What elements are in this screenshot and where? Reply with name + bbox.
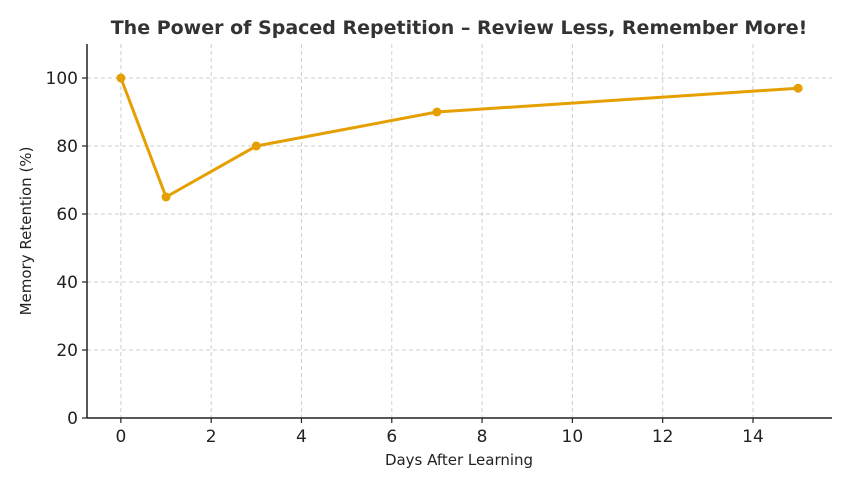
series [116, 73, 803, 202]
y-axis-label: Memory Retention (%) [17, 147, 35, 316]
axes [86, 44, 832, 419]
x-tick-label: 6 [386, 427, 397, 447]
x-axis-label: Days After Learning [385, 451, 533, 469]
retention-line [119, 76, 800, 199]
grid-lines [87, 44, 832, 419]
data-point [116, 73, 126, 83]
y-tick-label: 40 [56, 273, 78, 293]
chart-title: The Power of Spaced Repetition – Review … [111, 17, 808, 39]
y-tick-label: 100 [46, 69, 78, 89]
x-tick-label: 4 [296, 427, 307, 447]
data-point [251, 141, 261, 151]
x-tick-label: 0 [115, 427, 126, 447]
data-point [793, 83, 803, 93]
y-tick-label: 0 [67, 409, 78, 429]
data-point [432, 107, 442, 117]
y-tick-label: 80 [56, 137, 78, 157]
data-point [161, 192, 171, 202]
ticks: 0 2 4 6 8 10 12 14 0 20 40 60 80 100 [46, 69, 764, 447]
x-tick-label: 12 [652, 427, 674, 447]
x-tick-label: 10 [562, 427, 584, 447]
x-tick-label: 8 [477, 427, 488, 447]
y-tick-label: 20 [56, 341, 78, 361]
x-tick-label: 14 [742, 427, 764, 447]
x-tick-label: 2 [206, 427, 217, 447]
y-tick-label: 60 [56, 205, 78, 225]
